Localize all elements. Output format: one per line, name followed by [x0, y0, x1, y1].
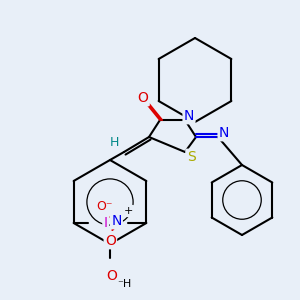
Text: +: +: [124, 206, 133, 216]
Text: H: H: [109, 136, 119, 148]
Text: O: O: [138, 91, 148, 105]
Text: O⁻: O⁻: [96, 200, 112, 214]
Text: N: N: [219, 126, 229, 140]
Text: N: N: [111, 214, 122, 228]
Text: ⁻H: ⁻H: [117, 279, 131, 289]
Text: S: S: [187, 150, 195, 164]
Text: O: O: [106, 269, 117, 283]
Text: O: O: [105, 234, 116, 248]
Text: I: I: [103, 216, 108, 230]
Text: N: N: [184, 109, 194, 123]
